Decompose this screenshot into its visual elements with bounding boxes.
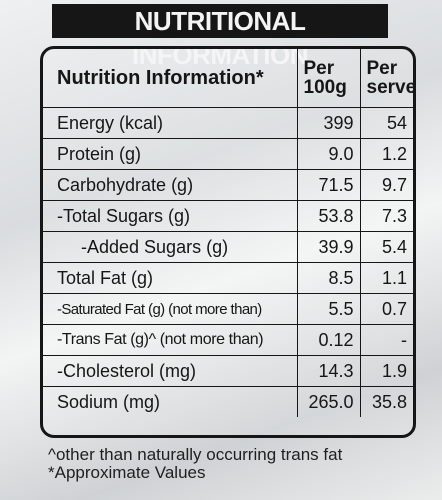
table-row: Energy (kcal) 399 54 [43,107,413,139]
footnote-trans-fat: ^other than naturally occurring trans fa… [48,445,343,464]
header-per-100g-line2: 100g [303,77,347,98]
table-row: -Cholesterol (mg) 14.3 1.9 [43,355,413,387]
header-per-100g: Per 100g [296,49,361,108]
row-per-100g: 53.8 [296,200,361,232]
table-row: Carbohydrate (g) 71.5 9.7 [43,169,413,201]
row-per-100g: 39.9 [296,231,361,263]
table-row: Total Fat (g) 8.5 1.1 [43,262,413,294]
row-per-serve: 35.8 [359,386,413,417]
row-per-100g: 9.0 [296,138,361,170]
row-per-serve: 1.2 [359,138,413,170]
row-per-serve: 0.7 [359,293,413,325]
row-per-serve: 9.7 [359,169,413,201]
row-per-serve: 1.1 [359,262,413,294]
header-per-serve: Per serve [359,49,413,108]
row-label: Carbohydrate (g) [43,169,298,201]
row-label: Sodium (mg) [43,386,298,417]
nutrition-table: Nutrition Information* Per 100g Per serv… [43,49,413,417]
row-label: Protein (g) [43,138,298,170]
row-label: -Trans Fat (g)^ (not more than) [43,324,298,356]
row-label: -Total Sugars (g) [43,200,298,232]
header-nutrition-information: Nutrition Information* [43,49,298,108]
nutrition-banner: NUTRITIONAL INFORMATION [52,4,388,70]
table-row: -Saturated Fat (g) (not more than) 5.5 0… [43,293,413,325]
footnotes: ^other than naturally occurring trans fa… [48,446,428,482]
table-row: -Total Sugars (g) 53.8 7.3 [43,200,413,232]
row-per-serve: - [359,324,413,356]
row-per-100g: 5.5 [296,293,361,325]
row-label: -Added Sugars (g) [43,231,298,263]
table-row: Sodium (mg) 265.0 35.8 [43,386,413,417]
row-per-100g: 0.12 [296,324,361,356]
row-per-100g: 14.3 [296,355,361,387]
nutrition-table-panel: Nutrition Information* Per 100g Per serv… [40,46,416,438]
row-label: -Cholesterol (mg) [43,355,298,387]
table-header-row: Nutrition Information* Per 100g Per serv… [43,49,413,108]
table-row: -Added Sugars (g) 39.9 5.4 [43,231,413,263]
row-per-serve: 54 [359,107,413,139]
table-row: Protein (g) 9.0 1.2 [43,138,413,170]
row-per-100g: 399 [296,107,361,139]
header-per-100g-line1: Per [303,58,335,79]
row-per-100g: 71.5 [296,169,361,201]
row-per-100g: 265.0 [296,386,361,417]
table-row: -Trans Fat (g)^ (not more than) 0.12 - [43,324,413,356]
row-per-serve: 7.3 [359,200,413,232]
footnote-approximate: *Approximate Values [48,463,206,482]
row-label: -Saturated Fat (g) (not more than) [43,293,298,325]
header-per-serve-line1: Per [366,58,398,79]
row-label: Total Fat (g) [43,262,298,294]
row-per-serve: 1.9 [359,355,413,387]
row-label: Energy (kcal) [43,107,298,139]
row-per-100g: 8.5 [296,262,361,294]
row-per-serve: 5.4 [359,231,413,263]
header-per-serve-line2: serve [366,77,416,98]
